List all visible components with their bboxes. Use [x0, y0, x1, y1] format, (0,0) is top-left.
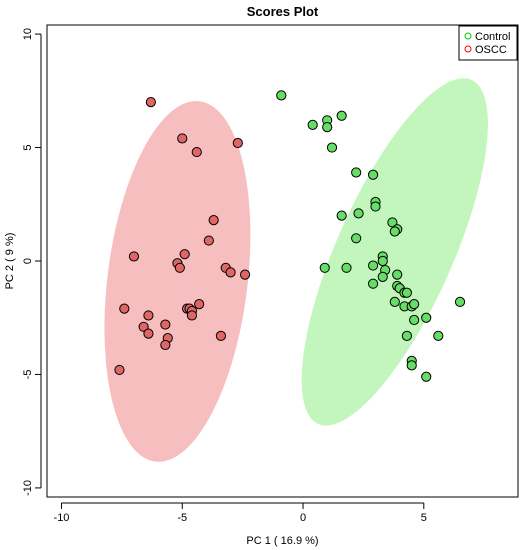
x-tick-label: 0: [300, 512, 306, 524]
data-point-oscc: [138, 321, 149, 332]
data-point-oscc: [232, 137, 243, 149]
data-point-control: [370, 201, 381, 212]
x-tick-label: -5: [177, 512, 187, 524]
y-tick-label: 10: [22, 28, 34, 40]
data-point-control: [336, 210, 347, 221]
legend-label: OSCC: [475, 44, 507, 56]
data-point-control: [326, 142, 338, 153]
plot-frame: [46, 24, 519, 498]
data-point-oscc: [145, 97, 156, 108]
data-point-control: [307, 119, 318, 130]
y-tick-label: 5: [22, 144, 34, 150]
data-point-control: [377, 271, 388, 282]
x-axis: -10 -5 0 5: [54, 502, 427, 524]
data-point-oscc: [194, 299, 205, 310]
confidence-ellipse-oscc: [104, 101, 251, 462]
data-point-control: [392, 269, 403, 280]
data-point-control: [319, 262, 330, 273]
data-point-oscc: [160, 339, 171, 351]
data-point-control: [454, 296, 466, 307]
x-tick-label: -10: [54, 512, 70, 524]
data-point-oscc: [179, 249, 190, 260]
data-point-oscc: [160, 319, 171, 330]
data-point-control: [409, 314, 420, 326]
data-point-oscc: [119, 303, 130, 314]
data-point-control: [336, 110, 347, 121]
x-axis-label: PC 1 ( 16.9 %): [246, 535, 318, 547]
data-point-control: [367, 169, 379, 180]
data-point-oscc: [186, 310, 198, 321]
data-point-control: [367, 278, 379, 289]
data-point-control: [421, 312, 432, 323]
ellipse-layer: [104, 78, 488, 462]
y-tick-label: -5: [22, 370, 34, 380]
data-point-control: [351, 167, 362, 178]
data-point-control: [377, 255, 388, 267]
chart-title: Scores Plot: [247, 4, 319, 19]
x-tick-label: 5: [421, 512, 427, 524]
data-point-control: [421, 371, 432, 382]
y-axis-label: PC 2 ( 9 %): [4, 233, 16, 290]
data-point-control: [401, 287, 412, 298]
data-point-control: [341, 262, 352, 273]
data-point-oscc: [215, 330, 227, 341]
legend-marker: [464, 45, 472, 53]
data-point-oscc: [143, 310, 154, 321]
data-point-oscc: [225, 267, 236, 278]
data-point-control: [389, 226, 400, 237]
data-point-control: [351, 233, 362, 244]
legend-label: Control: [475, 31, 510, 43]
point-layer: [114, 90, 466, 382]
data-point-oscc: [203, 235, 214, 246]
y-axis: -10 -5 0 5 10: [22, 28, 42, 496]
data-point-oscc: [174, 262, 185, 273]
data-point-control: [409, 299, 420, 310]
data-point-oscc: [191, 146, 202, 158]
y-tick-label: 0: [22, 258, 34, 264]
data-point-oscc: [114, 364, 125, 376]
data-point-control: [433, 330, 444, 341]
data-point-control: [401, 330, 412, 341]
data-point-control: [389, 296, 400, 307]
confidence-ellipse-control: [301, 78, 488, 426]
data-point-control: [367, 260, 379, 271]
y-tick-label: -10: [22, 480, 34, 496]
data-point-control: [353, 208, 364, 219]
legend-box: [458, 25, 518, 61]
data-point-oscc: [143, 328, 154, 339]
data-point-control: [406, 360, 417, 371]
data-point-oscc: [177, 133, 188, 144]
data-point-oscc: [128, 251, 140, 262]
data-point-oscc: [239, 269, 251, 280]
legend-marker: [464, 32, 472, 40]
data-point-control: [276, 90, 287, 101]
data-point-oscc: [208, 215, 219, 226]
data-point-control: [322, 122, 333, 133]
